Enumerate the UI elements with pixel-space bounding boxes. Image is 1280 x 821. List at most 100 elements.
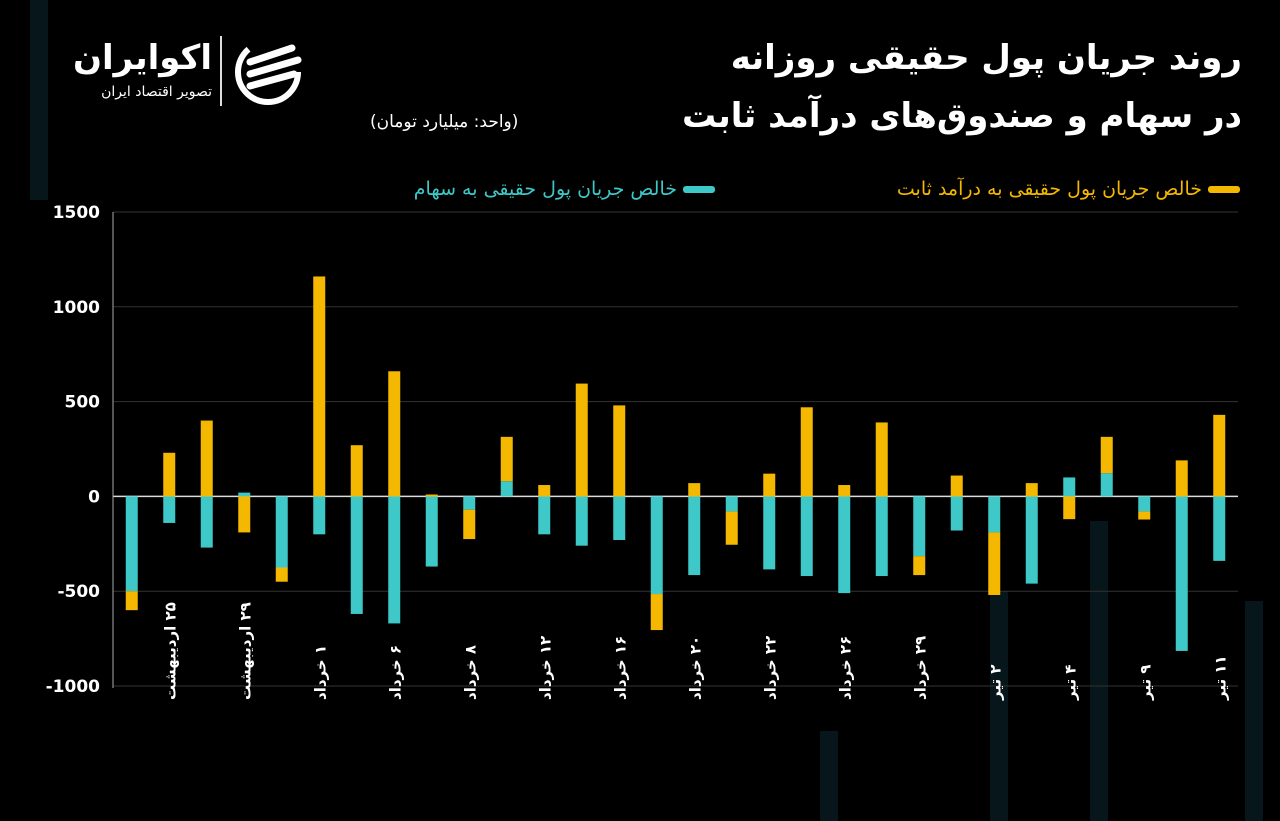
logo-name: اکوایران xyxy=(73,38,212,78)
bar-stocks xyxy=(613,496,626,541)
bar-stocks xyxy=(838,496,851,594)
bar-fixed-income xyxy=(538,485,551,497)
bar-fixed-income xyxy=(988,532,1001,595)
bar-fixed-income xyxy=(575,383,588,497)
x-tick-label: ۹ تیر xyxy=(1136,665,1154,701)
bar-stocks xyxy=(500,481,513,497)
chart-title-line2: در سهام و صندوق‌های درآمد ثابت xyxy=(682,96,1242,136)
bar-stocks xyxy=(238,492,251,497)
bar-stocks xyxy=(988,496,1001,533)
background-decoration xyxy=(990,591,1008,821)
bar-stocks xyxy=(1100,473,1113,497)
x-tick-label: ۲۲ خرداد xyxy=(761,636,779,700)
bar-stocks xyxy=(163,496,176,523)
bar-fixed-income xyxy=(163,452,176,497)
logo-tagline: تصویر اقتصاد ایران xyxy=(101,84,212,100)
bar-stocks xyxy=(350,496,363,614)
legend-item-stocks: خالص جریان پول حقیقی به سهام xyxy=(414,178,715,200)
x-tick-label: ۱۲ خرداد xyxy=(536,636,554,700)
bar-stocks xyxy=(950,496,963,531)
bar-fixed-income xyxy=(725,511,738,545)
bar-fixed-income xyxy=(1138,511,1151,520)
bar-fixed-income xyxy=(1100,436,1113,474)
background-decoration xyxy=(1090,521,1108,821)
y-tick-label: 500 xyxy=(65,393,101,413)
legend-item-fixed-income: خالص جریان پول حقیقی به درآمد ثابت xyxy=(897,178,1240,200)
x-tick-label: ۲ تیر xyxy=(986,665,1004,701)
unit-label: (واحد: میلیارد تومان) xyxy=(370,112,519,132)
bar-fixed-income xyxy=(1063,496,1076,520)
bar-stocks xyxy=(538,496,551,535)
bar-fixed-income xyxy=(500,436,513,482)
y-tick-label: -500 xyxy=(57,582,100,602)
bar-stocks xyxy=(913,496,926,557)
legend-swatch-fixed-income xyxy=(1208,185,1240,193)
bar-fixed-income xyxy=(463,509,476,540)
bar-stocks xyxy=(800,496,813,577)
bar-fixed-income xyxy=(688,483,701,497)
bar-stocks xyxy=(875,496,888,577)
background-decoration xyxy=(1245,601,1263,821)
bar-fixed-income xyxy=(800,407,813,497)
x-tick-label: ۱۱ تیر xyxy=(1211,655,1229,701)
bar-fixed-income xyxy=(1175,460,1188,497)
background-decoration xyxy=(30,0,48,200)
x-tick-label: ۶ خرداد xyxy=(386,645,404,700)
bar-stocks xyxy=(688,496,701,576)
bar-fixed-income xyxy=(650,594,663,631)
bar-fixed-income xyxy=(238,496,251,533)
legend-swatch-stocks xyxy=(683,185,715,193)
bar-stocks xyxy=(200,496,213,548)
bar-stocks xyxy=(1138,496,1151,512)
logo-separator xyxy=(220,36,222,106)
bar-fixed-income xyxy=(200,420,213,497)
bar-stocks xyxy=(1063,477,1076,497)
bar-fixed-income xyxy=(1213,414,1226,497)
x-tick-label: ۲۹ خرداد xyxy=(911,636,929,700)
x-tick-label: ۱ خرداد xyxy=(311,645,329,700)
bar-fixed-income xyxy=(913,556,926,576)
bar-stocks xyxy=(388,496,401,624)
bar-fixed-income xyxy=(838,485,851,497)
bar-fixed-income xyxy=(763,473,776,497)
bar-fixed-income xyxy=(125,591,138,611)
y-tick-label: 1000 xyxy=(53,298,100,318)
background-decoration xyxy=(820,731,838,821)
bar-fixed-income xyxy=(1025,483,1038,497)
bar-fixed-income xyxy=(425,494,438,497)
logo-mark-icon xyxy=(235,39,302,105)
bar-stocks xyxy=(275,496,288,568)
bar-stocks xyxy=(763,496,776,570)
bar-stocks xyxy=(1213,496,1226,561)
legend-label-fixed-income: خالص جریان پول حقیقی به درآمد ثابت xyxy=(896,178,1202,200)
bar-stocks xyxy=(125,496,138,592)
bar-stocks xyxy=(1175,496,1188,651)
bar-stocks xyxy=(425,496,438,567)
bar-fixed-income xyxy=(350,445,363,497)
y-tick-label: 1500 xyxy=(53,203,100,223)
x-tick-label: ۲۰ خرداد xyxy=(686,636,704,700)
bar-fixed-income xyxy=(388,371,401,497)
bar-fixed-income xyxy=(875,422,888,497)
x-tick-label: ۸ خرداد xyxy=(461,645,479,700)
bar-stocks xyxy=(650,496,663,595)
bar-fixed-income xyxy=(950,475,963,497)
bar-stocks xyxy=(725,496,738,512)
x-tick-label: ۲۶ خرداد xyxy=(836,636,854,700)
legend-label-stocks: خالص جریان پول حقیقی به سهام xyxy=(413,178,677,200)
bar-stocks xyxy=(575,496,588,546)
x-tick-label: ۴ تیر xyxy=(1061,665,1079,701)
bar-stocks xyxy=(463,496,476,510)
x-tick-label: ۲۵ اردیبهشت xyxy=(161,602,179,700)
bar-stocks xyxy=(1025,496,1038,584)
y-tick-label: -1000 xyxy=(46,677,101,697)
chart-title-line1: روند جریان پول حقیقی روزانه xyxy=(730,38,1242,78)
x-tick-label: ۱۶ خرداد xyxy=(611,636,629,700)
bar-stocks xyxy=(313,496,326,535)
bar-fixed-income xyxy=(313,276,326,497)
y-tick-label: 0 xyxy=(88,487,100,507)
x-tick-label: ۲۹ اردیبهشت xyxy=(236,602,254,700)
bar-fixed-income xyxy=(275,567,288,582)
bar-fixed-income xyxy=(613,405,626,497)
